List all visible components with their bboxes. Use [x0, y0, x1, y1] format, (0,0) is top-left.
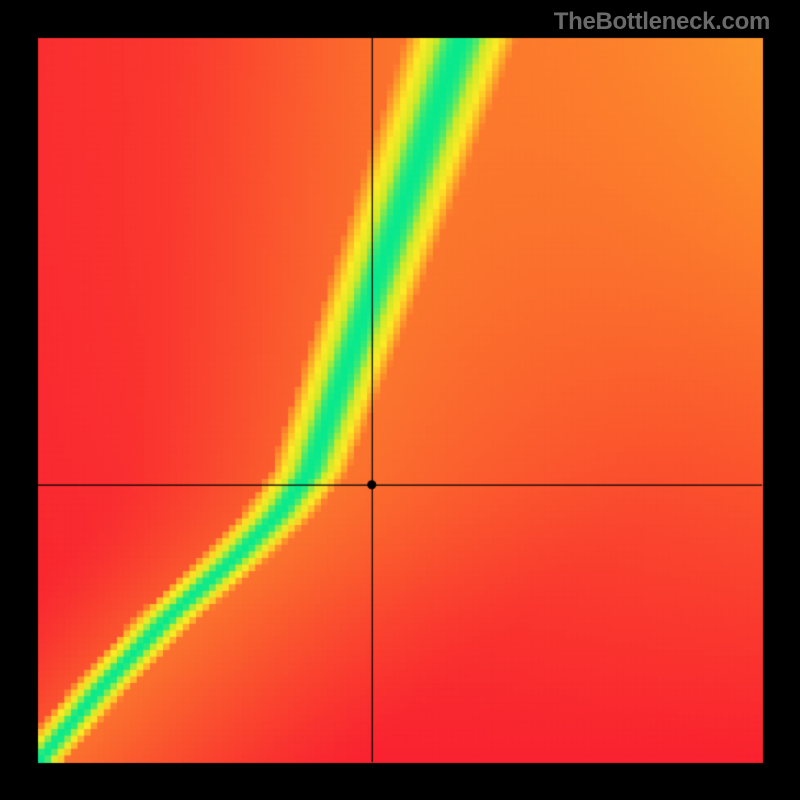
watermark-text: TheBottleneck.com [554, 8, 770, 36]
chart-container: { "watermark": { "text": "TheBottleneck.… [0, 0, 800, 800]
bottleneck-heatmap-canvas [0, 0, 800, 800]
